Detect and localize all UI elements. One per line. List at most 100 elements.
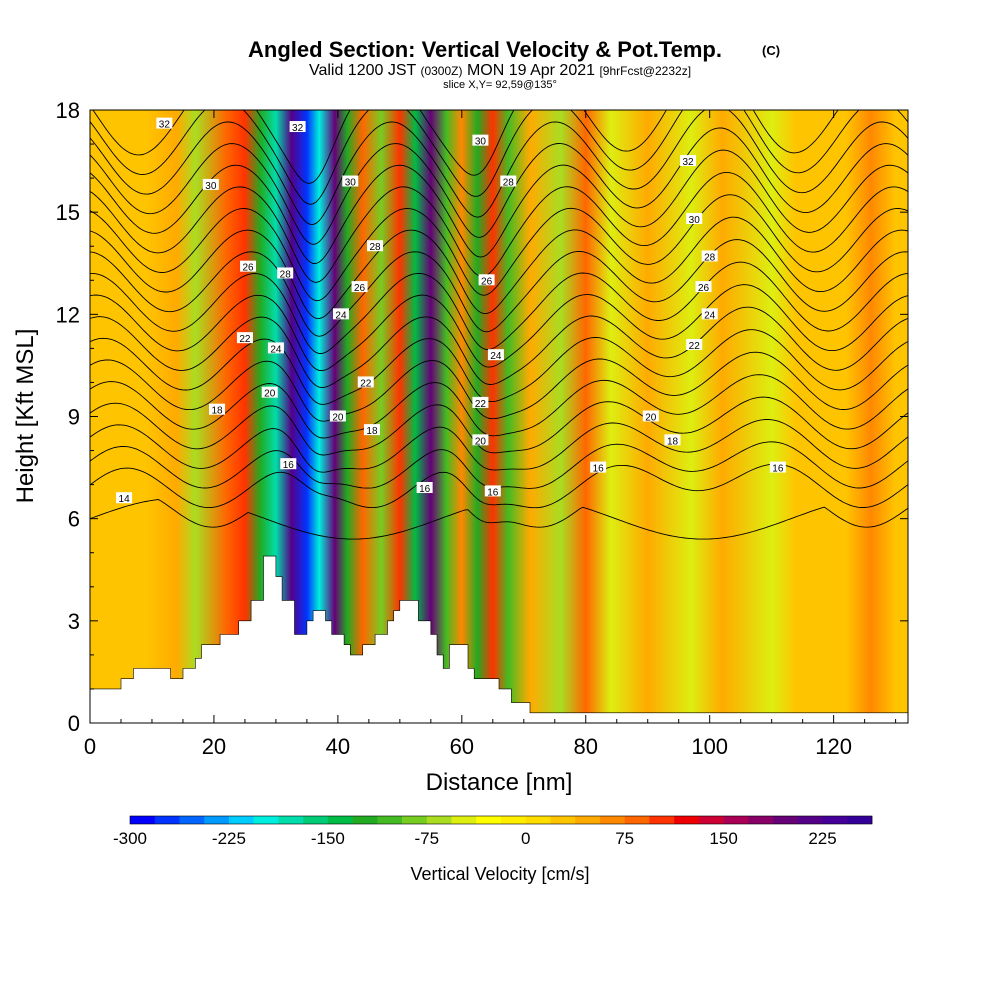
contour-label: 28 [369, 242, 381, 253]
theta-contour-17 [90, 419, 908, 473]
contour-label-bg [695, 281, 712, 293]
colorbar-swatch [822, 816, 848, 824]
contour-label: 16 [593, 464, 605, 475]
contour-label: 18 [366, 426, 378, 437]
contour-label: 30 [475, 137, 487, 148]
contour-label-bg [357, 376, 374, 388]
contour-label-bg [472, 134, 489, 146]
contour-label-bg [686, 338, 703, 350]
potential-temperature-contours [90, 110, 908, 540]
theta-contour-33 [92, 110, 839, 184]
colorbar-swatch [377, 816, 403, 824]
contour-label-bg [116, 492, 133, 504]
colorbar-swatch [674, 816, 700, 824]
contour-label-bg [680, 155, 697, 167]
theta-contour-31 [90, 110, 908, 225]
chart-title: Angled Section: Vertical Velocity & Pot.… [248, 37, 722, 62]
contour-label-bg [686, 212, 703, 224]
contour-label: 24 [335, 310, 347, 321]
contour-label: 30 [345, 178, 357, 189]
contour-label: 30 [205, 181, 217, 192]
theta-contour-27 [90, 194, 908, 302]
valid-fcst: [9hrFcst@2232z] [599, 64, 691, 78]
contour-label: 28 [280, 269, 292, 280]
x-tick-label: 100 [691, 734, 728, 759]
contour-label: 20 [332, 413, 344, 424]
contour-label: 18 [211, 406, 223, 417]
contour-label-bg [769, 461, 786, 473]
contour-label-bg [267, 342, 284, 354]
colorbar-swatch [278, 816, 304, 824]
contour-label: 24 [270, 344, 282, 355]
contour-label-bg [701, 250, 718, 262]
colorbar-swatch [624, 816, 650, 824]
y-tick-label: 12 [56, 302, 80, 327]
colorbar-swatch [723, 816, 749, 824]
contour-label-bg [289, 121, 306, 133]
theta-contour-24 [90, 261, 908, 354]
contour-label: 32 [159, 120, 171, 131]
contour-label: 24 [704, 310, 716, 321]
colorbar-swatch [847, 816, 873, 824]
contour-label-bg [240, 260, 257, 272]
y-tick-label: 6 [68, 507, 80, 532]
contour-label-bg [342, 175, 359, 187]
contour-label-bg [202, 178, 219, 190]
x-axis-title: Distance [nm] [426, 769, 573, 796]
colorbar-swatch [352, 816, 378, 824]
y-axis: 0 3 6 9 12 15 18 [56, 98, 908, 736]
y-tick-label: 9 [68, 405, 80, 430]
contour-label: 20 [645, 413, 657, 424]
contour-label: 22 [475, 399, 487, 410]
colorbar-swatch [773, 816, 799, 824]
contour-label-bg [156, 117, 173, 129]
y-axis-title: Height [Kft MSL] [12, 329, 39, 504]
contour-label: 16 [419, 484, 431, 495]
theta-contour-30 [90, 127, 908, 245]
contour-label: 16 [487, 487, 499, 498]
x-tick-label: 120 [815, 734, 852, 759]
colorbar-label: -300 [113, 829, 147, 848]
y-tick-label: 15 [56, 200, 80, 225]
contour-label-bg [332, 308, 349, 320]
contour-labels: 32 32 30 32 30 30 28 30 28 28 26 28 26 26 26 24 24 22 24 22… [116, 117, 786, 505]
contour-label: 24 [490, 351, 502, 362]
colorbar-swatch [154, 816, 180, 824]
colorbar-label: 225 [808, 829, 836, 848]
contour-label: 22 [239, 334, 251, 345]
contour-label-bg [236, 332, 253, 344]
colorbar-swatch [426, 816, 452, 824]
colorbar-swatch [575, 816, 601, 824]
colorbar-label: 150 [709, 829, 737, 848]
theta-contour-26 [90, 216, 908, 320]
contour-label-bg [329, 410, 346, 422]
contour-label-bg [277, 267, 294, 279]
contour-label-bg [664, 434, 681, 446]
contour-label: 26 [242, 263, 254, 274]
plot-area: 32 32 30 32 30 30 28 30 28 28 26 28 26 26 26 24 24 22 24 22… [90, 110, 908, 723]
contour-label-bg [500, 175, 517, 187]
contour-label: 30 [689, 215, 701, 226]
contour-label-bg [367, 240, 384, 252]
contour-label: 22 [689, 341, 701, 352]
colorbar: -300 -225 -150 -75 0 75 150 225 [113, 815, 873, 848]
valid-date: MON 19 Apr 2021 [467, 62, 595, 79]
colorbar-swatch [130, 816, 156, 824]
contour-label: 20 [264, 389, 276, 400]
contour-label-bg [701, 308, 718, 320]
contour-label-bg [280, 458, 297, 470]
colorbar-swatch [303, 816, 329, 824]
theta-contour-22 [90, 306, 908, 389]
theta-contour-19 [90, 374, 908, 439]
contour-label-bg [351, 281, 368, 293]
x-tick-label: 80 [574, 734, 598, 759]
colorbar-label: 0 [521, 829, 530, 848]
contour-label: 16 [772, 464, 784, 475]
colorbar-label: -150 [311, 829, 345, 848]
contour-label-bg [590, 461, 607, 473]
contour-label: 20 [475, 436, 487, 447]
contour-label: 22 [360, 378, 372, 389]
contour-label: 26 [354, 283, 366, 294]
theta-contour-21 [90, 329, 908, 405]
